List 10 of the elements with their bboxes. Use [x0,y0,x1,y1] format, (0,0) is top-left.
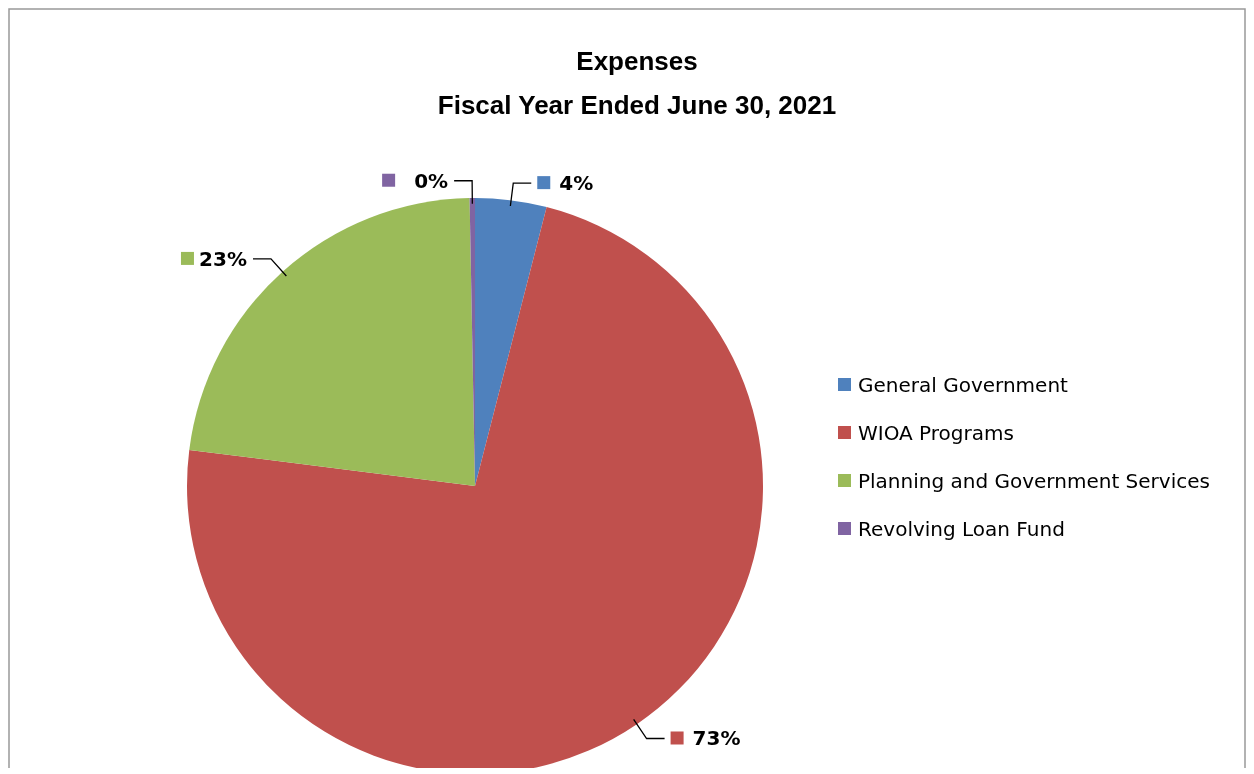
data-label: 23% [199,246,247,271]
legend-label: WIOA Programs [858,421,1014,445]
legend-label: Planning and Government Services [858,469,1210,493]
legend-label: General Government [858,373,1069,397]
data-label: 4% [559,171,594,196]
data-label: 73% [692,726,741,751]
chart-title: Expenses [576,46,698,76]
data-label: 0% [414,168,449,193]
legend-label: Revolving Loan Fund [858,517,1065,541]
chart-subtitle: Fiscal Year Ended June 30, 2021 [437,90,837,120]
